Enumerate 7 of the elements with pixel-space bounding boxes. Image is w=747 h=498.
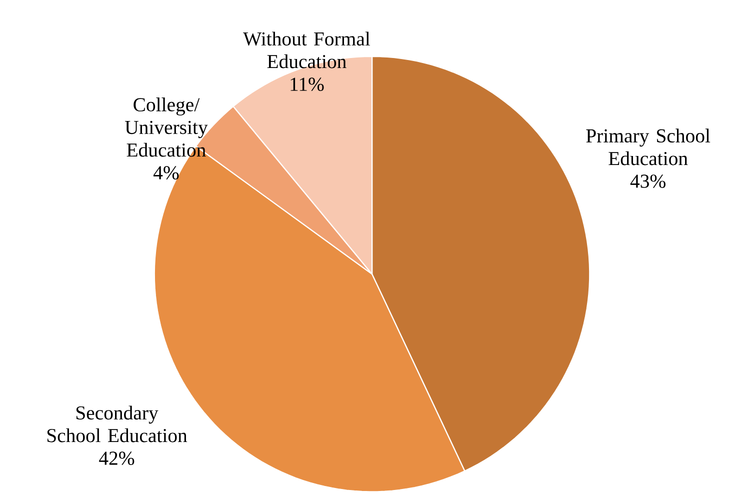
data-label: 43% <box>630 174 666 188</box>
data-label: 11% <box>290 78 324 92</box>
slice-label: Without Formal Education <box>243 32 370 68</box>
data-label: 4% <box>153 166 179 180</box>
slice-label: Primary School Education <box>586 128 710 166</box>
data-label: 42% <box>99 452 134 466</box>
slice-label: Secondary School Education <box>47 406 188 442</box>
